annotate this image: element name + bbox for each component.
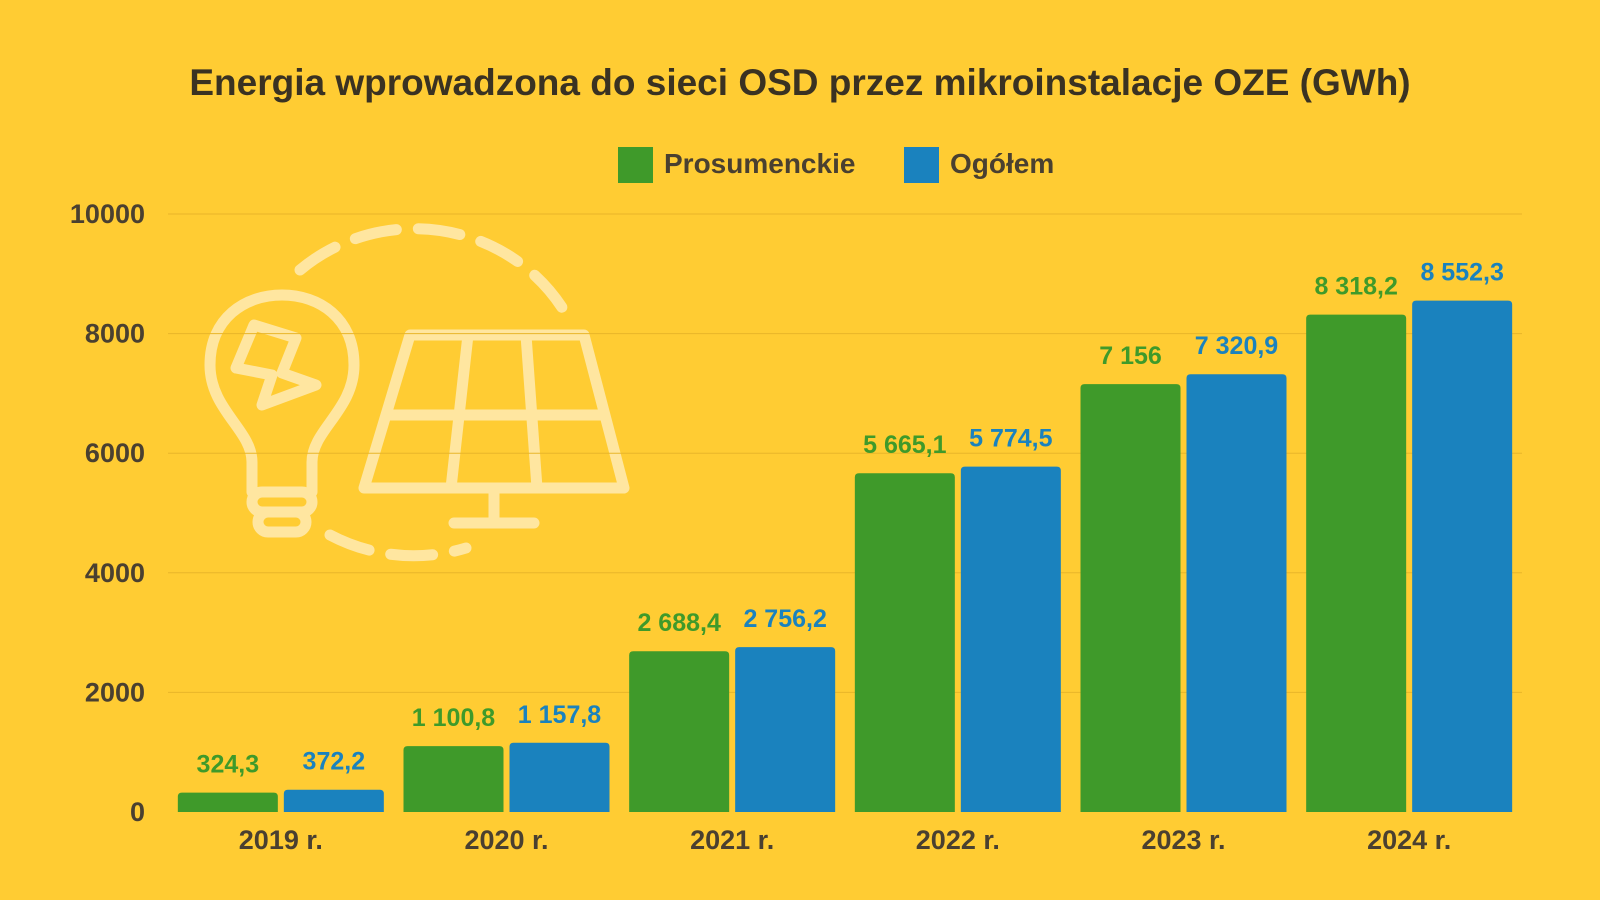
bar-prosumenckie-2 [629,651,730,812]
bar-ogolem-1 [509,742,610,812]
data-label-prosumenckie-1: 1 100,8 [412,704,496,732]
legend-label-prosumenckie: Prosumenckie [664,148,855,179]
bar-ogolem-0 [283,789,384,812]
bars [177,300,1513,812]
data-label-ogolem-4: 7 320,9 [1195,332,1278,360]
x-tick-label: 2022 r. [916,825,1000,855]
x-tick-label: 2020 r. [464,825,548,855]
data-label-ogolem-5: 8 552,3 [1420,259,1503,287]
bar-prosumenckie-4 [1080,384,1181,812]
x-tick-label: 2019 r. [239,825,323,855]
solar-panel-icon [358,329,630,529]
data-label-ogolem-1: 1 157,8 [518,701,602,729]
bar-prosumenckie-0 [177,792,278,812]
y-tick-label: 6000 [85,438,145,468]
data-label-prosumenckie-5: 8 318,2 [1314,273,1397,301]
bar-prosumenckie-3 [854,473,955,812]
x-tick-label: 2023 r. [1141,825,1225,855]
y-axis: 0 2000 4000 6000 8000 10000 [70,199,145,827]
data-label-prosumenckie-3: 5 665,1 [863,431,947,459]
data-label-ogolem-0: 372,2 [303,748,366,776]
y-tick-label: 0 [130,797,145,827]
y-tick-label: 4000 [85,558,145,588]
x-tick-label: 2021 r. [690,825,774,855]
decoration-illustration [204,223,630,562]
bar-ogolem-4 [1186,374,1287,812]
data-labels: 324,3 372,2 1 100,8 1 157,8 2 688,4 2 756,2 5 … [197,259,1504,779]
bar-ogolem-2 [735,647,836,812]
legend-swatch-ogolem [904,147,939,183]
legend: Prosumenckie Ogółem [618,147,1054,183]
gridlines [168,213,1522,693]
y-tick-label: 2000 [85,677,145,707]
bar-prosumenckie-5 [1306,314,1407,812]
x-axis: 2019 r. 2020 r. 2021 r. 2022 r. 2023 r. 2024 … [239,825,1451,855]
bar-ogolem-3 [960,466,1061,812]
data-label-ogolem-2: 2 756,2 [743,605,826,633]
chart-title: Energia wprowadzona do sieci OSD przez m… [189,62,1410,103]
y-tick-label: 10000 [70,199,145,229]
bar-ogolem-5 [1412,300,1513,812]
data-label-prosumenckie-0: 324,3 [197,751,260,779]
y-tick-label: 8000 [85,319,145,349]
data-label-prosumenckie-2: 2 688,4 [637,609,721,637]
x-tick-label: 2024 r. [1367,825,1451,855]
light-bulb-icon [204,289,360,538]
data-label-ogolem-3: 5 774,5 [969,425,1053,453]
legend-swatch-prosumenckie [618,147,653,183]
dashed-circle-arc [294,223,569,562]
bar-prosumenckie-1 [403,746,504,812]
data-label-prosumenckie-4: 7 156 [1099,342,1162,370]
legend-label-ogolem: Ogółem [950,148,1054,179]
